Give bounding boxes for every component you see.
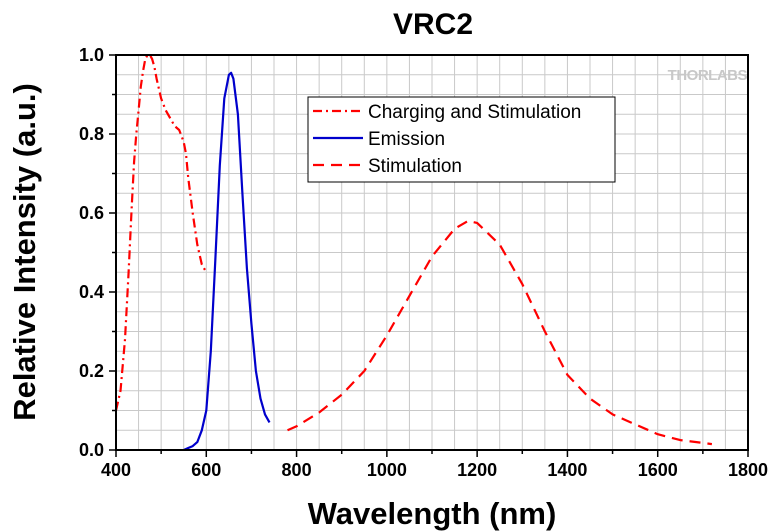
x-tick-label: 1000 xyxy=(367,460,407,480)
x-tick-label: 1400 xyxy=(547,460,587,480)
y-axis-label: Relative Intensity (a.u.) xyxy=(7,83,42,421)
legend-label: Stimulation xyxy=(368,156,462,177)
legend: Charging and Stimulation Emission Stimulat… xyxy=(307,96,616,183)
tick-labels: 400 600 800 1000 1200 1400 1600 1800 0.0 0.2 0.4 0.… xyxy=(79,45,768,480)
series-lines xyxy=(114,53,713,452)
y-tick-label: 0.4 xyxy=(79,282,104,302)
y-tick-label: 1.0 xyxy=(79,45,104,65)
y-tick-label: 0.0 xyxy=(79,440,104,460)
series-line-emission xyxy=(183,71,271,452)
legend-box xyxy=(307,96,616,183)
x-tick-label: 800 xyxy=(282,460,312,480)
chart-title: VRC2 xyxy=(393,8,473,41)
y-tick-label: 0.8 xyxy=(79,124,104,144)
x-tick-label: 1600 xyxy=(638,460,678,480)
x-axis-label: Wavelength (nm) xyxy=(308,496,557,531)
y-tick-label: 0.6 xyxy=(79,203,104,223)
axis-ticks xyxy=(109,54,749,457)
x-tick-label: 400 xyxy=(101,460,131,480)
thorlabs-watermark: THORLABS xyxy=(668,67,748,84)
series-line-charging-and-stimulation xyxy=(114,53,208,411)
x-tick-label: 1200 xyxy=(457,460,497,480)
legend-label: Charging and Stimulation xyxy=(368,102,581,123)
series-line-stimulation xyxy=(287,219,713,446)
x-tick-label: 1800 xyxy=(728,460,768,480)
y-tick-label: 0.2 xyxy=(79,361,104,381)
plot-frame xyxy=(115,54,749,451)
x-tick-label: 600 xyxy=(191,460,221,480)
legend-label: Emission xyxy=(368,129,445,150)
